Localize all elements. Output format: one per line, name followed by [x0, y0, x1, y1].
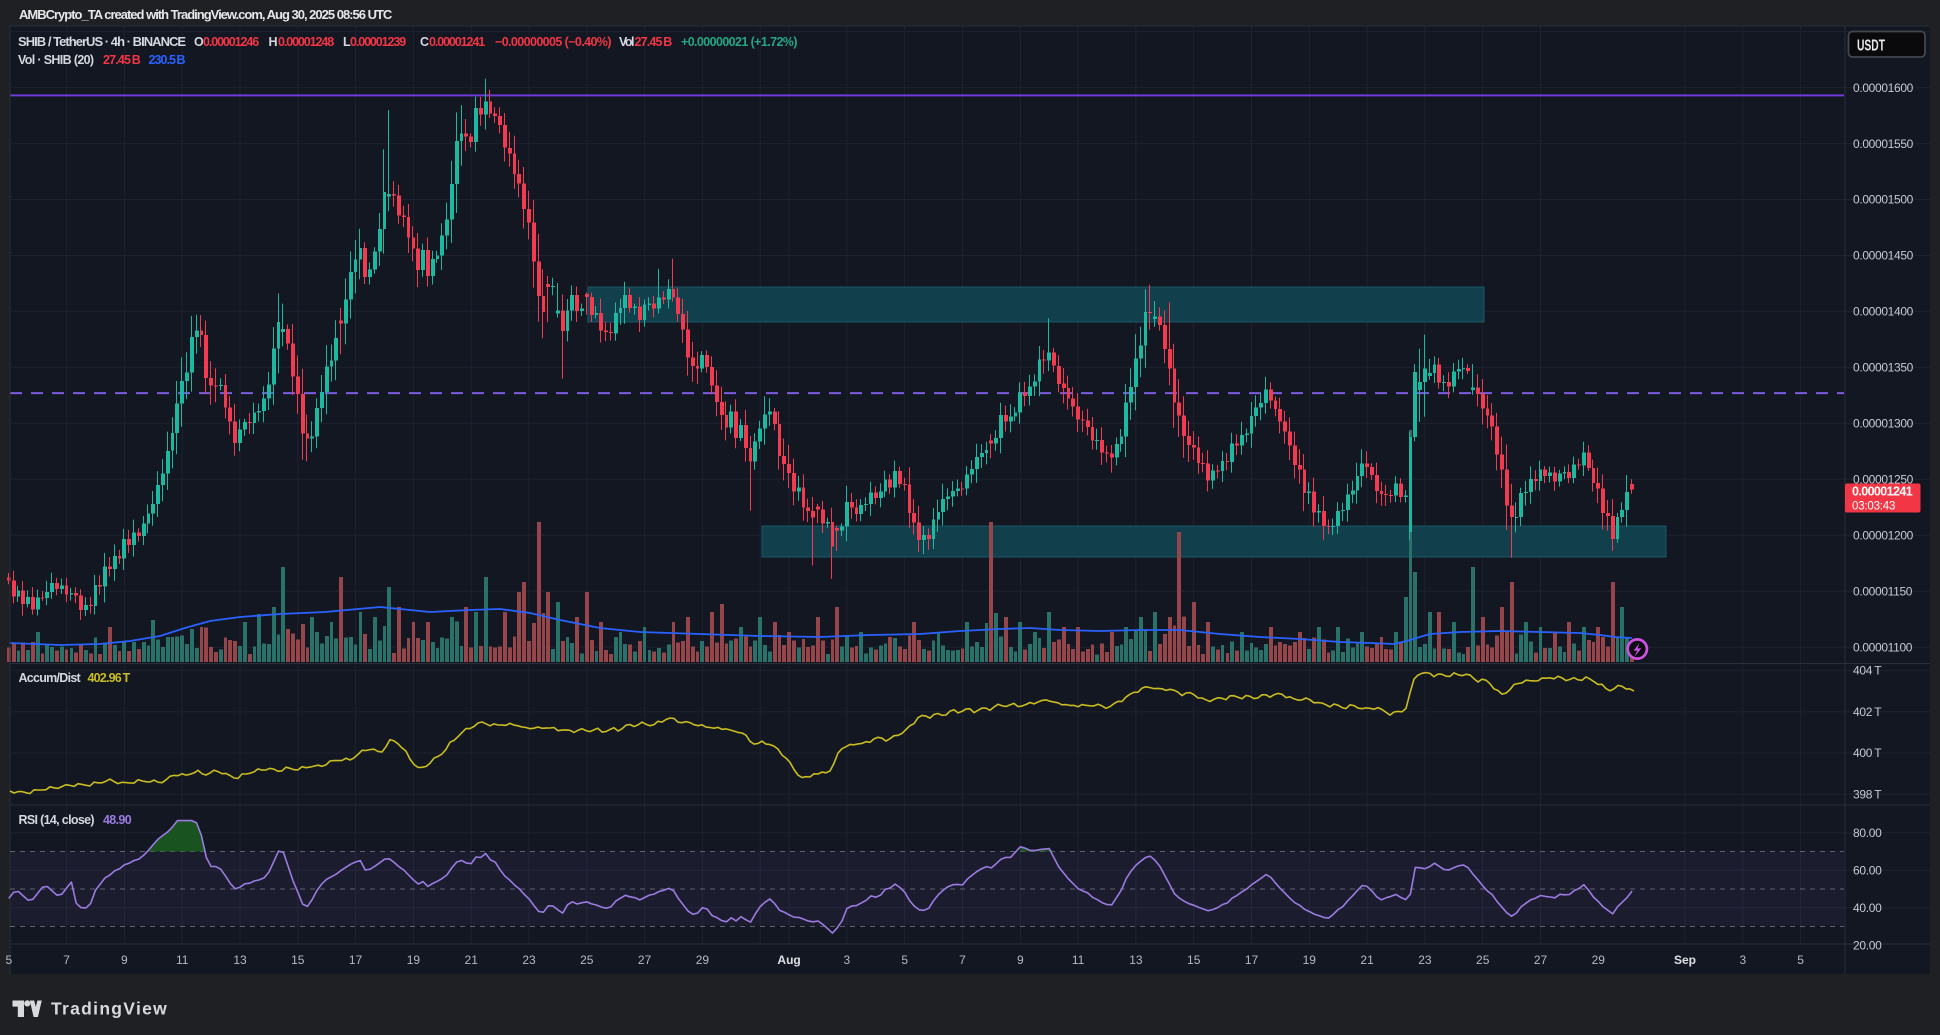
svg-text:0.00001150: 0.00001150	[1853, 584, 1913, 598]
svg-text:AMBCrypto_TA created with Trad: AMBCrypto_TA created with TradingView.co…	[19, 7, 393, 22]
svg-text:27: 27	[638, 953, 652, 967]
svg-text:5: 5	[5, 953, 12, 967]
svg-text:0.00001550: 0.00001550	[1853, 137, 1914, 151]
svg-text:0.00001300: 0.00001300	[1853, 417, 1914, 431]
svg-text:0.00001100: 0.00001100	[1853, 640, 1913, 654]
svg-text:3: 3	[1739, 953, 1746, 967]
svg-text:11: 11	[1072, 953, 1085, 967]
svg-text:0.00001350: 0.00001350	[1853, 361, 1914, 375]
svg-text:230.5 B: 230.5 B	[149, 53, 186, 67]
svg-text:402 T: 402 T	[1853, 705, 1882, 719]
svg-text:29: 29	[696, 953, 710, 967]
svg-text:21: 21	[1360, 953, 1374, 967]
svg-text:SHIB / TetherUS · 4h · BINANCE: SHIB / TetherUS · 4h · BINANCE	[18, 34, 186, 49]
svg-text:+0.00000021 (+1.72%): +0.00000021 (+1.72%)	[681, 35, 797, 49]
svg-text:0.00001239: 0.00001239	[350, 35, 406, 49]
svg-text:11: 11	[176, 953, 189, 967]
svg-text:404 T: 404 T	[1853, 664, 1882, 678]
svg-text:C: C	[420, 35, 429, 49]
svg-text:3: 3	[844, 953, 851, 967]
svg-text:0.00001246: 0.00001246	[203, 35, 259, 49]
svg-text:Sep: Sep	[1674, 953, 1696, 967]
svg-text:Vol: Vol	[619, 35, 634, 49]
svg-text:27.45 B: 27.45 B	[635, 35, 673, 49]
svg-text:0.00001250: 0.00001250	[1853, 473, 1914, 487]
svg-text:20.00: 20.00	[1853, 938, 1882, 952]
svg-text:17: 17	[349, 953, 363, 967]
svg-text:9: 9	[121, 953, 128, 967]
svg-text:13: 13	[1129, 953, 1143, 967]
svg-text:7: 7	[63, 953, 70, 967]
svg-text:9: 9	[1017, 953, 1024, 967]
svg-text:60.00: 60.00	[1853, 863, 1882, 877]
svg-text:0.00001200: 0.00001200	[1853, 528, 1914, 542]
svg-text:O: O	[194, 35, 204, 49]
svg-text:15: 15	[1187, 953, 1201, 967]
svg-text:0.00001248: 0.00001248	[278, 35, 334, 49]
svg-text:29: 29	[1592, 953, 1606, 967]
svg-text:L: L	[343, 35, 351, 49]
svg-text:Accum/Dist: Accum/Dist	[19, 671, 82, 685]
svg-text:Vol · SHIB (20): Vol · SHIB (20)	[18, 53, 94, 67]
svg-text:48.90: 48.90	[103, 813, 132, 827]
svg-text:0.00001450: 0.00001450	[1853, 249, 1914, 263]
svg-text:25: 25	[1476, 953, 1490, 967]
svg-text:23: 23	[522, 953, 536, 967]
svg-text:402.96 T: 402.96 T	[88, 671, 131, 685]
svg-text:7: 7	[959, 953, 966, 967]
svg-text:TradingView: TradingView	[51, 999, 168, 1019]
svg-text:23: 23	[1418, 953, 1432, 967]
svg-text:40.00: 40.00	[1853, 901, 1882, 915]
svg-text:25: 25	[580, 953, 594, 967]
svg-text:USDT: USDT	[1857, 38, 1885, 55]
svg-text:400 T: 400 T	[1853, 746, 1882, 760]
svg-text:80.00: 80.00	[1853, 826, 1882, 840]
svg-text:Aug: Aug	[777, 953, 800, 967]
svg-text:H: H	[269, 35, 278, 49]
svg-text:5: 5	[1797, 953, 1804, 967]
svg-text:03:03:43: 03:03:43	[1852, 501, 1895, 513]
svg-text:13: 13	[233, 953, 247, 967]
svg-text:0.00001241: 0.00001241	[1852, 485, 1913, 499]
svg-text:19: 19	[1303, 953, 1317, 967]
svg-text:27.45 B: 27.45 B	[103, 53, 141, 67]
svg-text:0.00001500: 0.00001500	[1853, 193, 1914, 207]
svg-text:0.00001400: 0.00001400	[1853, 305, 1914, 319]
svg-text:5: 5	[901, 953, 908, 967]
svg-text:0.00001600: 0.00001600	[1853, 81, 1914, 95]
svg-text:15: 15	[291, 953, 305, 967]
svg-text:21: 21	[465, 953, 479, 967]
svg-text:19: 19	[407, 953, 421, 967]
svg-text:RSI (14, close): RSI (14, close)	[19, 813, 95, 827]
svg-text:27: 27	[1534, 953, 1548, 967]
svg-text:398 T: 398 T	[1853, 788, 1882, 802]
svg-text:17: 17	[1245, 953, 1259, 967]
svg-text:−0.00000005 (−0.40%): −0.00000005 (−0.40%)	[495, 35, 611, 49]
svg-text:0.00001241: 0.00001241	[429, 35, 485, 49]
